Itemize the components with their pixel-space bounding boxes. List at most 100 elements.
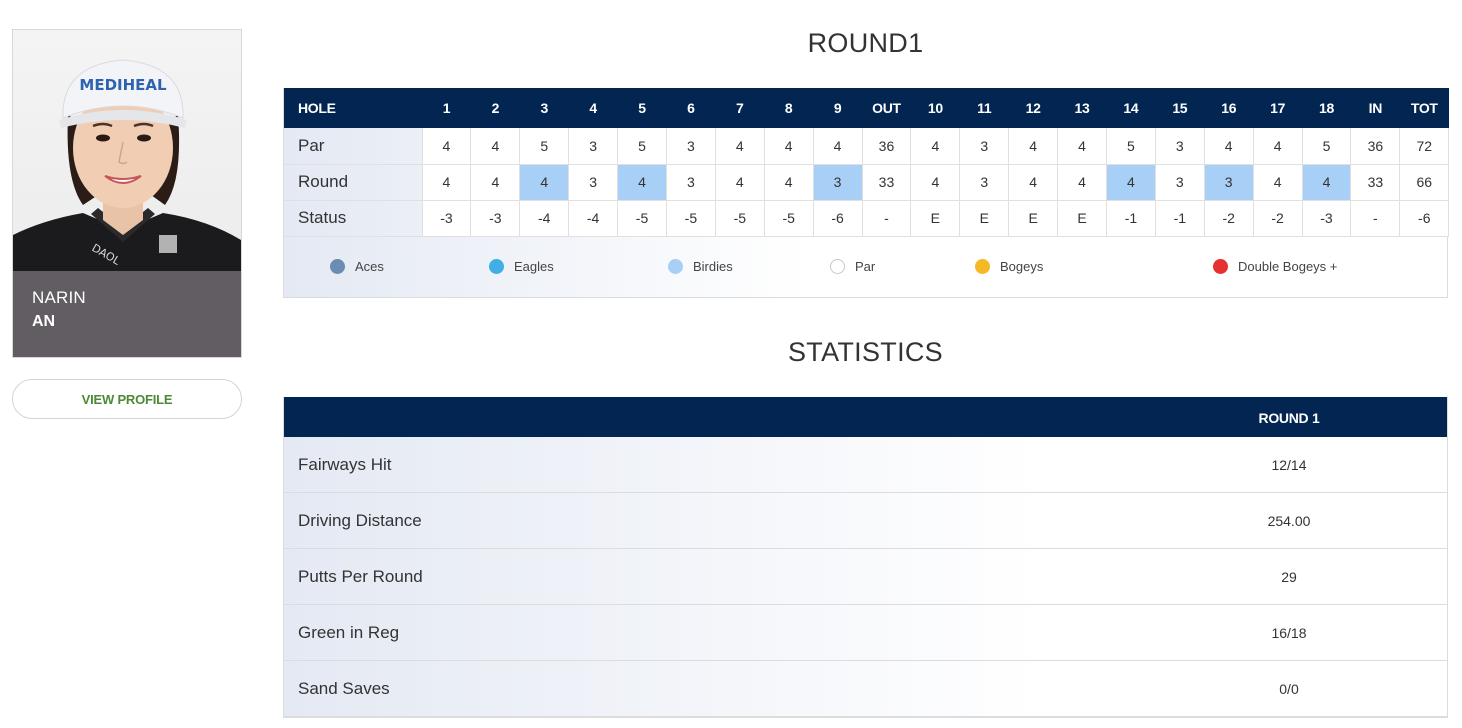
score-cell: 4 xyxy=(519,163,570,201)
score-cell: 4 xyxy=(617,163,667,201)
legend-item-double-bogeys: Double Bogeys + xyxy=(1213,258,1337,274)
hole-column-header: 16 xyxy=(1204,88,1254,128)
round-row: Round 4 4 4 3 4 3 4 4 3 33 4 3 4 4 4 3 3 4 4 33 66 xyxy=(284,163,1450,201)
score-cell: -5 xyxy=(714,199,765,237)
score-cell: -3 xyxy=(421,199,472,237)
hole-column-header: 13 xyxy=(1057,88,1107,128)
hole-column-header: 4 xyxy=(568,88,618,128)
legend-label: Par xyxy=(855,258,876,274)
score-cell: -2 xyxy=(1203,199,1254,237)
legend-label: Bogeys xyxy=(1000,258,1044,274)
stat-value: 16/18 xyxy=(1271,625,1307,641)
player-last-name: AN xyxy=(32,313,56,330)
score-cell: 3 xyxy=(1154,128,1205,165)
score-cell: 3 xyxy=(568,128,619,165)
player-name-panel: NARIN AN xyxy=(13,271,241,357)
legend-item-birdies: Birdies xyxy=(668,258,733,274)
stat-value: 12/14 xyxy=(1271,457,1307,473)
score-cell: 4 xyxy=(1252,163,1303,201)
score-cell: -5 xyxy=(763,199,814,237)
score-cell: 4 xyxy=(421,128,472,165)
score-cell: 5 xyxy=(1301,128,1352,165)
hole-column-header: 18 xyxy=(1302,88,1351,128)
statistics-table: ROUND 1 Fairways Hit 12/14 Driving Dista… xyxy=(283,397,1448,718)
statistics-header: ROUND 1 xyxy=(284,397,1447,437)
score-cell: 33 xyxy=(1350,163,1401,201)
score-cell: -3 xyxy=(1301,199,1352,237)
score-cell: 3 xyxy=(959,128,1010,165)
round-title: ROUND1 xyxy=(807,28,924,58)
row-label: Status xyxy=(284,199,423,237)
eagles-dot-icon xyxy=(489,258,504,274)
score-cell: 5 xyxy=(519,128,570,165)
player-portrait-image: MEDIHEAL DAOL xyxy=(13,59,241,271)
stat-row-putts-per-round: Putts Per Round 29 xyxy=(284,549,1447,605)
score-cell: - xyxy=(1350,199,1401,237)
score-cell: 4 xyxy=(1008,163,1059,201)
score-cell: 3 xyxy=(1154,163,1205,201)
in-column-header: IN xyxy=(1350,88,1400,128)
score-cell: 4 xyxy=(714,128,765,165)
score-cell: 3 xyxy=(959,163,1010,201)
hole-column-header: 5 xyxy=(617,88,667,128)
legend-item-bogeys: Bogeys xyxy=(975,258,1044,274)
stat-row-fairways-hit: Fairways Hit 12/14 xyxy=(284,437,1447,493)
legend-item-aces: Aces xyxy=(330,258,384,274)
score-cell: E xyxy=(1057,199,1107,237)
stat-label: Fairways Hit xyxy=(298,455,392,474)
hole-column-header: 6 xyxy=(666,88,716,128)
legend-label: Aces xyxy=(355,258,384,274)
scorecard: HOLE 1 2 3 4 5 6 7 8 9 OUT 10 11 12 13 1… xyxy=(283,88,1450,298)
score-cell: 4 xyxy=(470,128,521,165)
score-legend: Aces Eagles Birdies Par Bogeys Double Bo… xyxy=(284,237,1447,297)
score-cell: 5 xyxy=(1105,128,1156,165)
score-cell: -6 xyxy=(1399,199,1450,237)
stat-label: Green in Reg xyxy=(298,623,400,642)
score-cell: 36 xyxy=(1350,128,1401,165)
player-first-name: NARIN xyxy=(32,288,86,307)
legend-label: Birdies xyxy=(693,258,733,274)
score-cell: -4 xyxy=(568,199,619,237)
score-cell: 33 xyxy=(861,163,912,201)
score-cell: - xyxy=(861,199,912,237)
score-cell: -5 xyxy=(617,199,667,237)
score-cell: 3 xyxy=(812,163,863,201)
svg-text:MEDIHEAL: MEDIHEAL xyxy=(79,76,167,94)
hole-column-header: 10 xyxy=(910,88,960,128)
scorecard-table: HOLE 1 2 3 4 5 6 7 8 9 OUT 10 11 12 13 1… xyxy=(284,88,1450,237)
hole-column-header: 17 xyxy=(1253,88,1303,128)
par-row: Par 4 4 5 3 5 3 4 4 4 36 4 3 4 4 5 3 4 4 5 36 72 xyxy=(284,128,1450,165)
score-cell: -4 xyxy=(519,199,570,237)
hole-column-header: 9 xyxy=(813,88,863,128)
score-cell: -2 xyxy=(1252,199,1303,237)
hole-column-header: 12 xyxy=(1008,88,1058,128)
score-cell: -6 xyxy=(812,199,863,237)
score-cell: 4 xyxy=(1105,163,1156,201)
score-cell: 66 xyxy=(1399,163,1450,201)
score-cell: 4 xyxy=(1008,128,1059,165)
score-cell: 3 xyxy=(665,163,716,201)
hole-column-header: 11 xyxy=(959,88,1009,128)
hole-header: HOLE xyxy=(284,88,422,128)
round-column-header: ROUND 1 xyxy=(1258,410,1320,426)
score-cell: 72 xyxy=(1399,128,1450,165)
stat-label: Putts Per Round xyxy=(298,567,423,586)
score-cell: 3 xyxy=(665,128,716,165)
double-bogeys-dot-icon xyxy=(1213,258,1228,274)
score-cell: 4 xyxy=(1252,128,1303,165)
score-cell: 4 xyxy=(421,163,472,201)
score-cell: E xyxy=(1008,199,1059,237)
score-cell: 4 xyxy=(1203,128,1254,165)
score-cell: 4 xyxy=(910,128,961,165)
score-cell: -1 xyxy=(1105,199,1156,237)
score-cell: 4 xyxy=(812,128,863,165)
hole-column-header: 15 xyxy=(1155,88,1205,128)
score-cell: -5 xyxy=(665,199,716,237)
row-label: Round xyxy=(284,163,423,201)
birdies-dot-icon xyxy=(668,258,683,274)
hole-column-header: 2 xyxy=(470,88,520,128)
stat-row-sand-saves: Sand Saves 0/0 xyxy=(284,661,1447,717)
view-profile-button[interactable]: VIEW PROFILE xyxy=(12,379,242,419)
score-cell: 4 xyxy=(1057,128,1107,165)
score-cell: 3 xyxy=(1203,163,1254,201)
